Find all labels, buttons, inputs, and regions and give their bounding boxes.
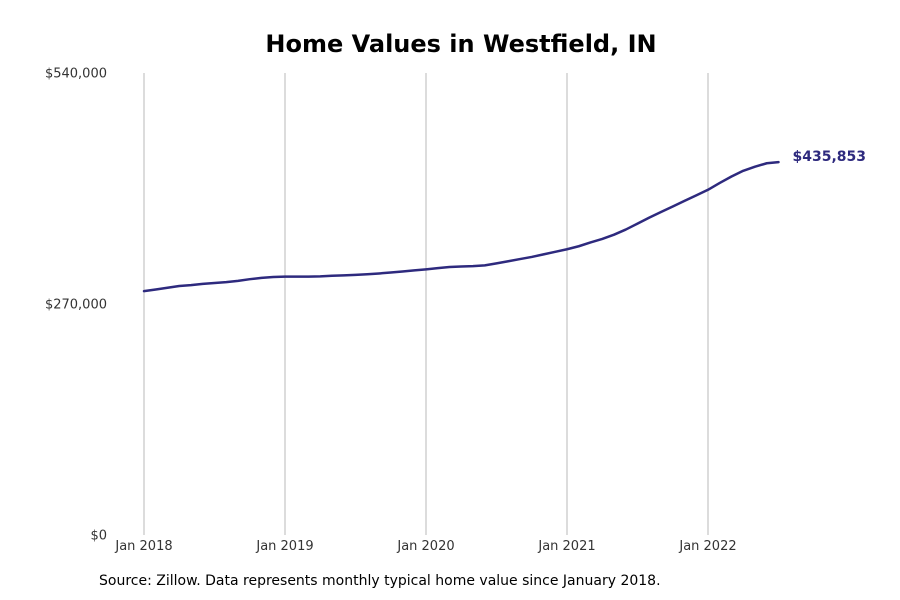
x-tick-label: Jan 2021 [537,539,595,554]
y-tick-label: $270,000 [45,298,107,313]
x-tick-label: Jan 2022 [678,539,736,554]
grid-lines [143,73,709,535]
x-tick-label: Jan 2020 [396,539,454,554]
chart-title: Home Values in Westfield, IN [265,30,656,58]
x-tick-label: Jan 2019 [255,539,313,554]
x-tick-label: Jan 2018 [114,539,172,554]
end-value-label: $435,853 [793,149,867,165]
y-tick-label: $0 [90,529,107,544]
source-note: Source: Zillow. Data represents monthly … [99,573,661,589]
y-tick-label: $540,000 [45,67,107,82]
series-line-home-value [142,160,780,293]
y-axis-ticks: $0 $270,000 $540,000 [45,67,107,544]
line-chart: Home Values in Westfield, IN $0$270,000$… [45,30,867,554]
x-axis-ticks: Jan 2018 Jan 2019 Jan 2020 Jan 2021 Jan 2022 [114,539,736,554]
